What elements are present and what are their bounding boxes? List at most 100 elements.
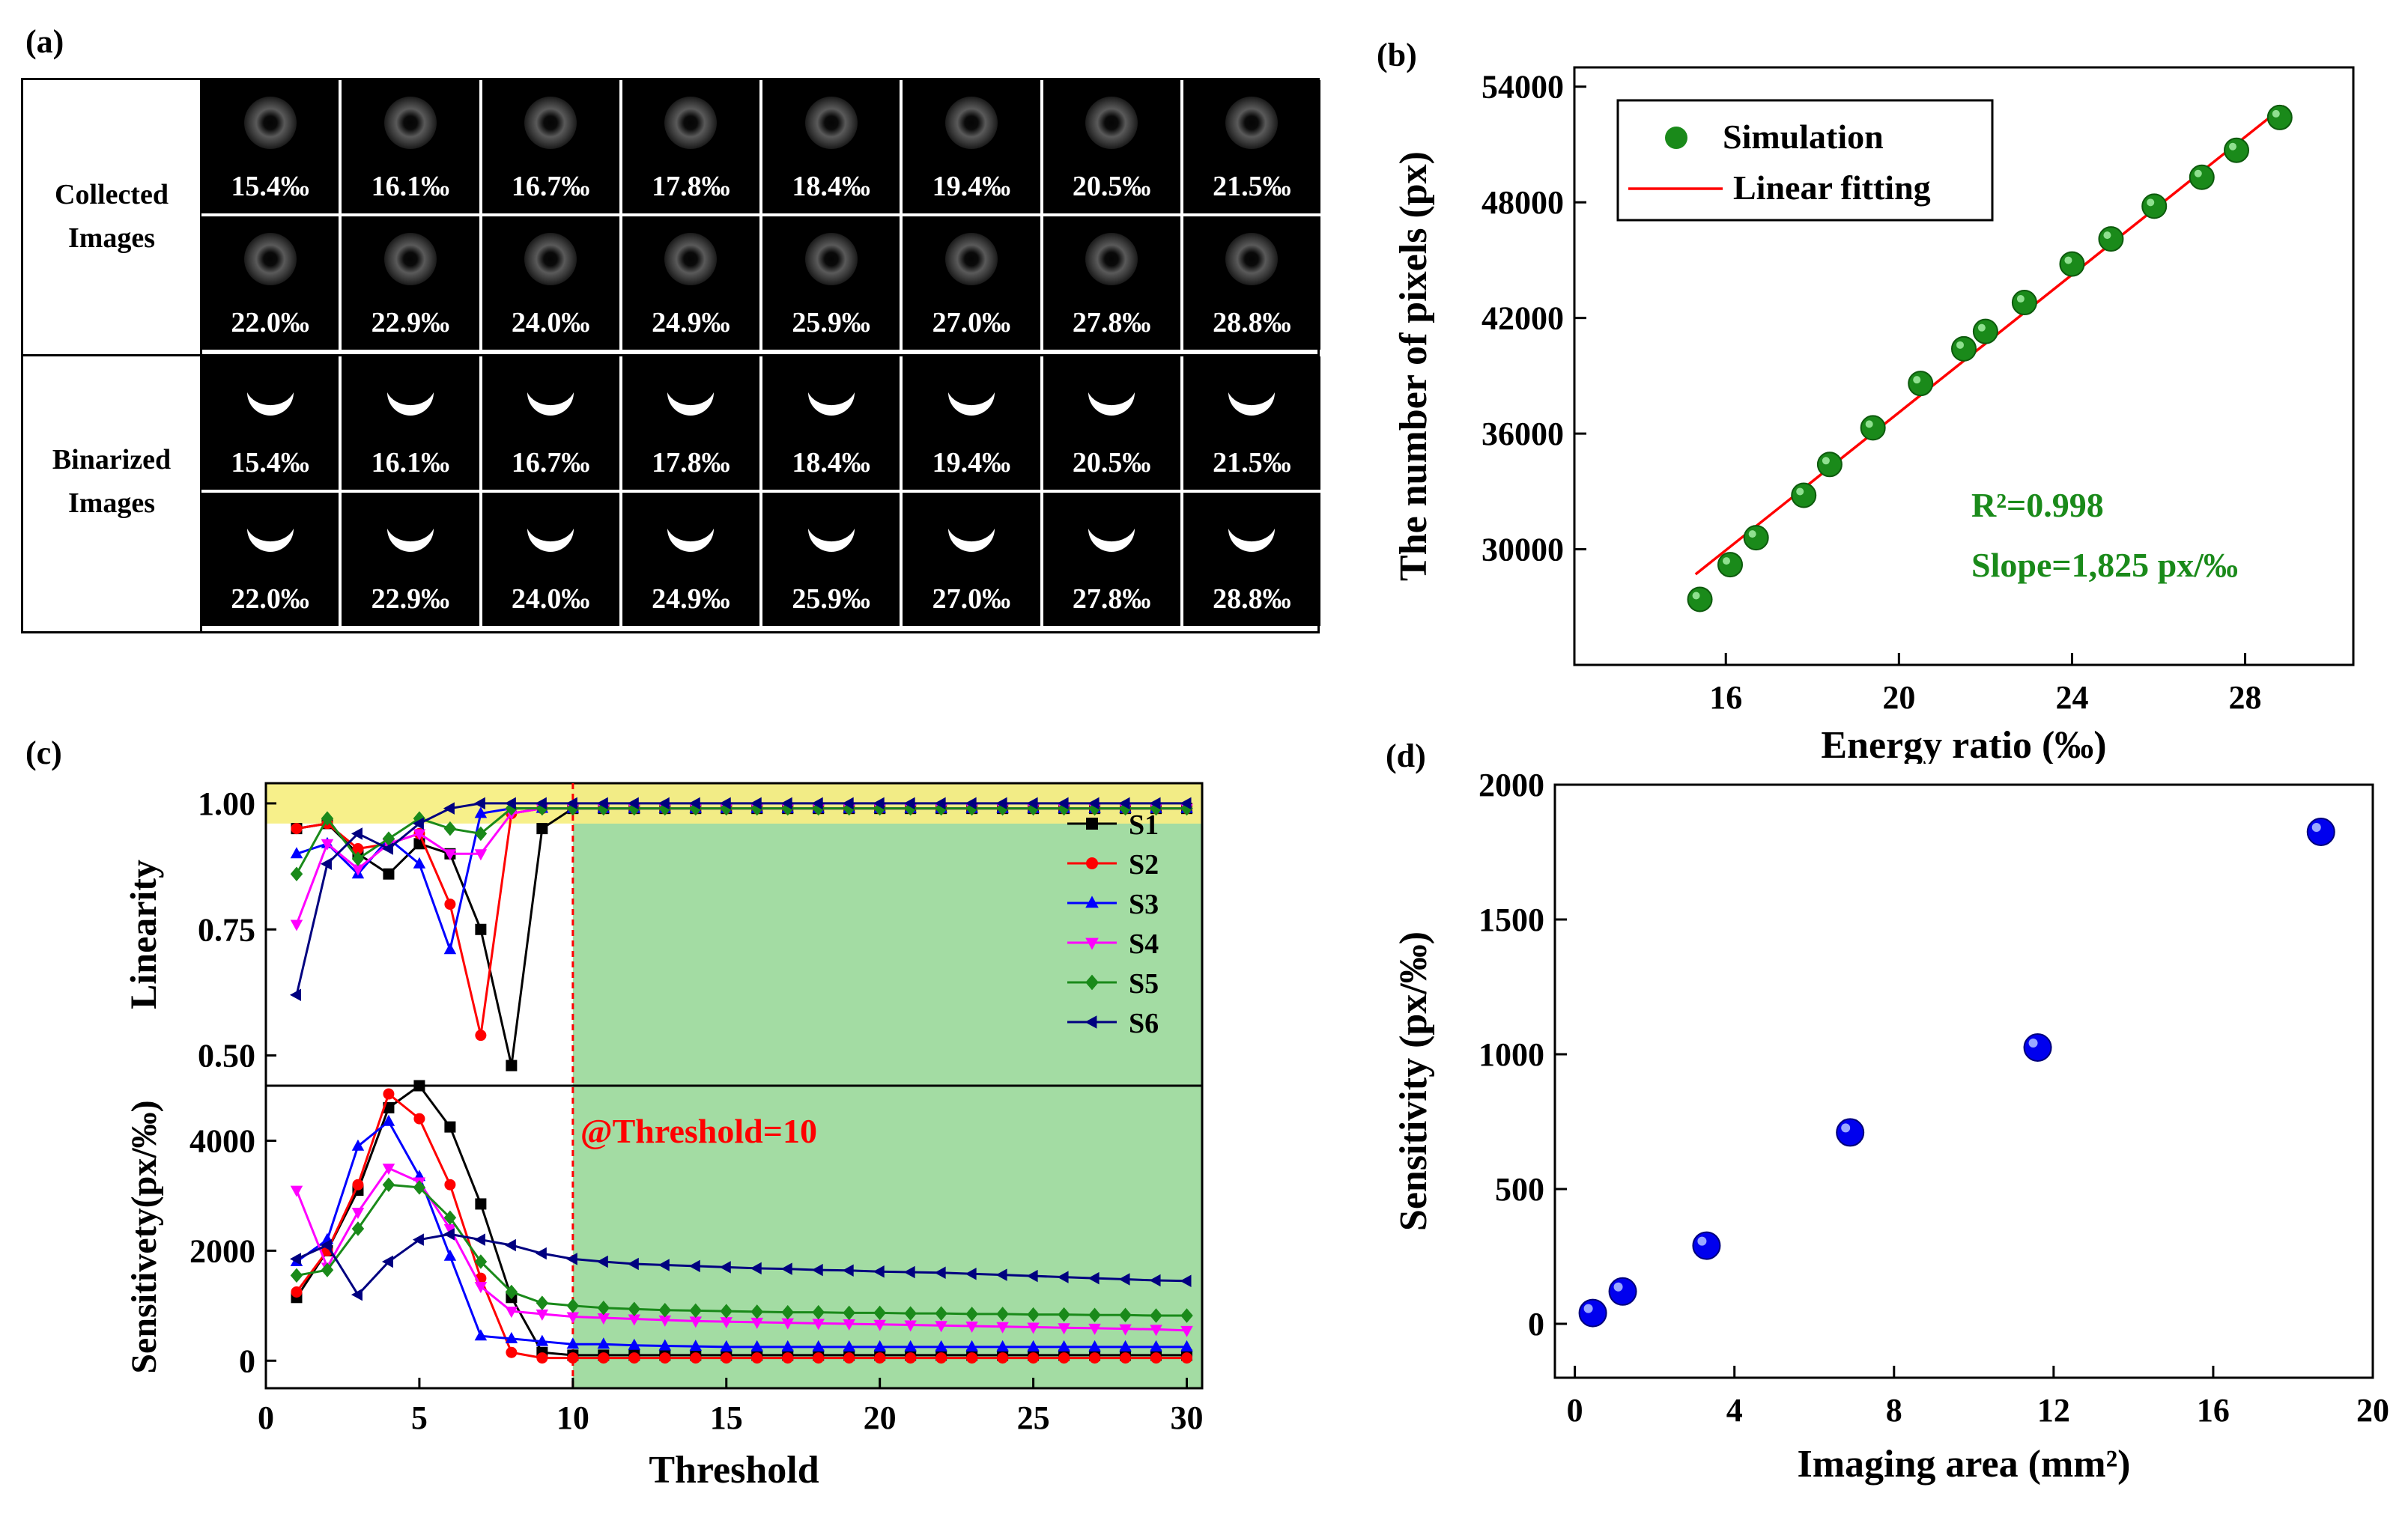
point-highlight (2272, 109, 2280, 118)
sensitivity-point-s3 (658, 1339, 672, 1351)
linearity-point-s4 (443, 849, 457, 861)
energy-ratio-label: 18.4‰ (792, 447, 870, 478)
binarized-image-cell: 18.4‰ (762, 356, 900, 490)
sensitivity-point-s5 (965, 1307, 978, 1322)
sensitivity-point-s5 (1150, 1308, 1162, 1323)
sensitivity-point-s6 (351, 1288, 363, 1301)
crescent-shape (947, 528, 995, 552)
sensitivity-point-s3 (689, 1340, 703, 1352)
sensitivity-point-s6 (1180, 1274, 1192, 1288)
energy-ratio-label: 21.5‰ (1213, 447, 1291, 478)
crescent-shape-image (246, 392, 294, 416)
sensitivity-point-s3 (904, 1340, 917, 1352)
linearity-point-s6 (443, 802, 455, 815)
sensitivity-point-s5 (873, 1305, 886, 1321)
energy-ratio-label: 21.5‰ (1213, 171, 1291, 202)
point-highlight (2229, 142, 2236, 151)
sensitivity-point-s5 (566, 1298, 580, 1313)
sensitivity-point-s5 (658, 1302, 672, 1318)
ring-spot-image (804, 96, 858, 149)
linearity-point-s3 (413, 857, 426, 869)
point-highlight (2311, 823, 2321, 832)
y-tick-label-top: 1.00 (198, 785, 255, 822)
sensitivity-point-s2 (536, 1352, 548, 1364)
energy-ratio-label: 16.7‰ (511, 447, 590, 478)
sensitivity-point-s3 (1058, 1340, 1070, 1352)
y-tick-label-bottom: 0 (239, 1343, 255, 1379)
legend-label-s6: S6 (1129, 1008, 1159, 1039)
crescent-shape-image (246, 528, 294, 552)
linearity-point-s5 (351, 851, 365, 866)
simulation-point (2141, 193, 2168, 219)
y-tick-label: 1500 (1479, 902, 1544, 938)
sensitivity-point-s4 (781, 1318, 794, 1330)
sensitivity-point-s3 (628, 1338, 641, 1350)
sensitivity-point-s6 (1149, 1274, 1161, 1287)
collected-image-cell: 24.9‰ (622, 216, 759, 350)
sensitivity-point-s4 (351, 1207, 365, 1219)
sensitivity-point-s3 (843, 1340, 855, 1352)
linearity-point-s4 (413, 829, 426, 841)
sensitivity-point-s5 (351, 1221, 365, 1236)
linearity-point-s6 (719, 797, 731, 810)
y-tick-label: 0 (1528, 1306, 1544, 1343)
energy-ratio-label: 24.9‰ (652, 307, 730, 338)
crescent-shape (246, 392, 294, 416)
sensitivity-point-s5 (505, 1284, 518, 1300)
binarized-image-cell: 19.4‰ (903, 356, 1040, 490)
energy-ratio-label: 27.0‰ (932, 583, 1011, 615)
sensitivity-point-s3 (1088, 1340, 1101, 1352)
sensitivity-point-s2 (598, 1352, 610, 1364)
sensitivity-point-s5 (413, 1180, 426, 1195)
collected-image-cell: 16.1‰ (342, 80, 479, 213)
plot-frame (1553, 783, 2374, 1379)
linearity-point-s5 (1150, 800, 1162, 816)
linearity-point-s6 (1149, 797, 1161, 810)
sensitivity-point-s4 (689, 1316, 703, 1328)
point-highlight (1913, 376, 1921, 384)
sensitivity-point-s2 (905, 1352, 917, 1364)
x-tick-label: 15 (710, 1399, 743, 1436)
sensitivity-point-s6 (473, 1233, 485, 1246)
y-tick-label: 30000 (1482, 532, 1564, 568)
binarized-image-cell: 24.9‰ (622, 493, 759, 626)
x-tick-label: 20 (864, 1399, 897, 1436)
linearity-point-s6 (873, 797, 885, 810)
linearity-point-s2 (475, 1030, 487, 1042)
linearity-point-s6 (596, 797, 608, 810)
chart-c-threshold: @Threshold=10 0 5 10 15 20 25 30 0.50 0.75 1.00 0 20… (122, 782, 1204, 1492)
linearity-point-s6 (1180, 797, 1192, 810)
crescent-shape (807, 392, 855, 416)
sensitivity-point-s5 (843, 1305, 855, 1321)
linearity-point-s5 (873, 800, 886, 816)
linearity-point-s6 (351, 827, 363, 840)
linearity-point-s6 (750, 797, 762, 810)
sensitivity-point-s3 (720, 1340, 733, 1352)
energy-ratio-label: 17.8‰ (652, 447, 730, 478)
sensitivity-point-s2 (813, 1352, 825, 1364)
panel-label-a: (a) (25, 23, 64, 60)
legend-label-s4: S4 (1129, 928, 1159, 960)
linearity-point-s5 (628, 800, 641, 816)
collected-image-cell: 19.4‰ (903, 80, 1040, 213)
sensitivity-point-s6 (1088, 1271, 1100, 1285)
panel-label-d: (d) (1386, 738, 1426, 774)
point-highlight (1865, 420, 1873, 428)
x-tick-label: 25 (1017, 1399, 1050, 1436)
x-tick-label: 0 (1567, 1392, 1583, 1429)
linearity-point-s5 (781, 800, 794, 816)
sensitivity-point-s4 (290, 1185, 303, 1197)
linearity-point-s1 (475, 923, 487, 935)
x-tick-label: 28 (2229, 679, 2262, 716)
row-divider (23, 354, 1317, 356)
data-point (2023, 1033, 2052, 1062)
point-highlight (1977, 323, 1986, 332)
sensitivity-point-s5 (443, 1210, 457, 1226)
energy-ratio-label: 19.4‰ (932, 447, 1011, 478)
sensitivity-point-s5 (321, 1262, 334, 1277)
image-grid-panel: Collected Images Binarized Images 15.4‰ 1… (21, 78, 1320, 633)
sensitivity-point-s4 (566, 1312, 580, 1324)
collected-image-cell: 17.8‰ (622, 80, 759, 213)
ring-spot-image (243, 96, 297, 149)
sensitivity-point-s6 (873, 1265, 885, 1278)
